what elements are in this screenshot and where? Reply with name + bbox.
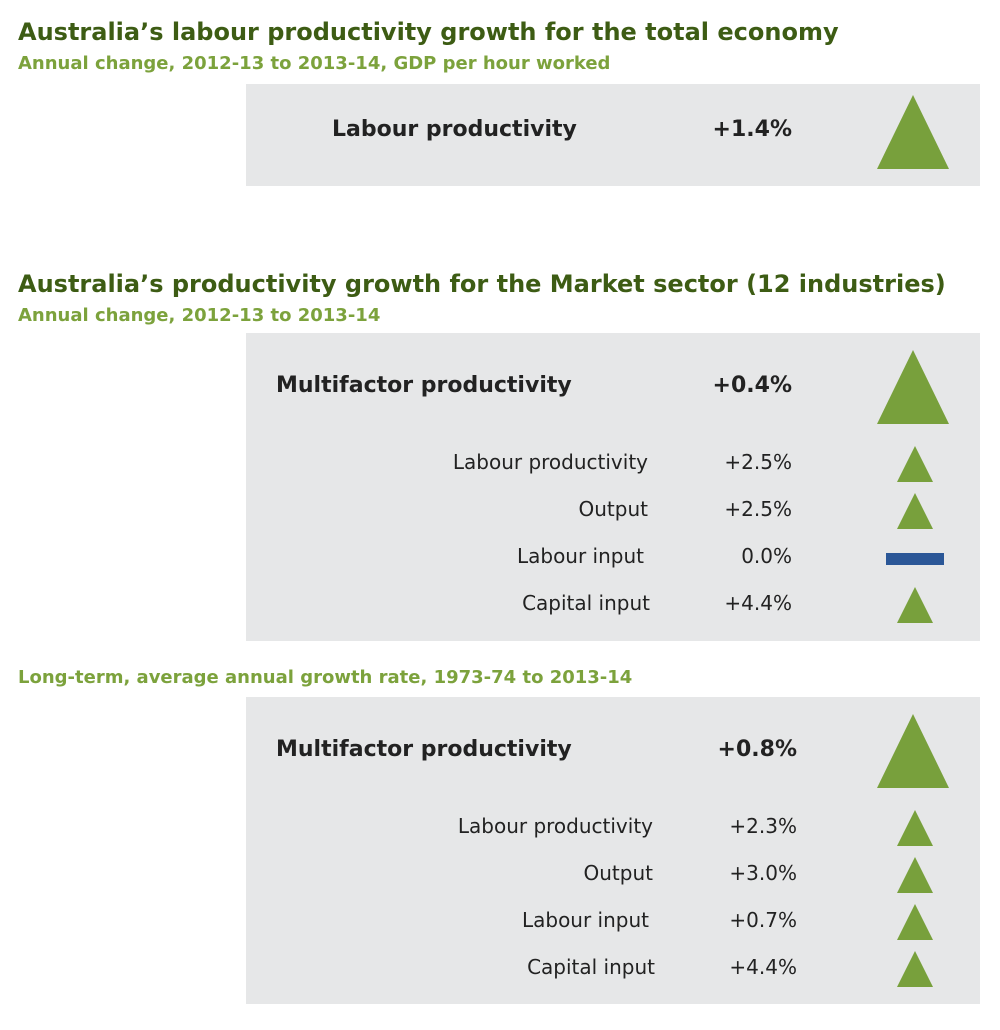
row-label: Labour productivity — [457, 814, 653, 838]
main-row: Multifactor productivity +0.8% — [246, 730, 980, 770]
list-item: Capital input +4.4% — [246, 583, 980, 623]
dash-icon — [886, 553, 944, 565]
row-label: Output — [578, 497, 648, 521]
list-item: Labour productivity +2.3% — [246, 806, 980, 846]
row-label: Labour productivity — [452, 450, 648, 474]
row-label: Labour input — [521, 908, 649, 932]
list-item: Labour input +0.7% — [246, 900, 980, 940]
row-value: +4.4% — [729, 955, 797, 979]
total-economy-panel: Labour productivity +1.4% — [246, 84, 980, 186]
row-value: +2.5% — [724, 450, 792, 474]
row-value: +0.7% — [729, 908, 797, 932]
row-value: 0.0% — [741, 544, 792, 568]
triangle-up-icon — [877, 350, 949, 424]
row-label: Capital input — [527, 955, 655, 979]
list-item: Labour productivity +2.5% — [246, 442, 980, 482]
row-value: +2.3% — [729, 814, 797, 838]
row-label: Capital input — [522, 591, 650, 615]
triangle-up-icon — [897, 951, 933, 987]
row-value: +4.4% — [724, 591, 792, 615]
row-label: Multifactor productivity — [276, 737, 572, 762]
triangle-up-icon — [897, 904, 933, 940]
row-label: Labour productivity — [332, 117, 577, 142]
triangle-up-icon — [897, 446, 933, 482]
market-sector-subheading: Annual change, 2012-13 to 2013-14 — [18, 305, 381, 326]
row-value: +0.8% — [717, 737, 797, 762]
long-term-subheading: Long-term, average annual growth rate, 1… — [18, 667, 633, 688]
main-row: Multifactor productivity +0.4% — [246, 366, 980, 406]
row-label: Multifactor productivity — [276, 373, 572, 398]
list-item: Capital input +4.4% — [246, 947, 980, 987]
row-label: Labour input — [516, 544, 644, 568]
triangle-up-icon — [897, 857, 933, 893]
list-item: Output +2.5% — [246, 489, 980, 529]
row-label: Output — [583, 861, 653, 885]
triangle-up-icon — [877, 714, 949, 788]
list-item: Output +3.0% — [246, 853, 980, 893]
triangle-up-icon — [897, 587, 933, 623]
long-term-panel: Multifactor productivity +0.8% Labour pr… — [246, 697, 980, 1004]
triangle-up-icon — [897, 810, 933, 846]
total-economy-heading: Australia’s labour productivity growth f… — [18, 18, 839, 46]
triangle-up-icon — [877, 95, 949, 169]
market-sector-heading: Australia’s productivity growth for the … — [18, 270, 946, 298]
row-value: +2.5% — [724, 497, 792, 521]
market-sector-panel: Multifactor productivity +0.4% Labour pr… — [246, 333, 980, 641]
row-value: +0.4% — [712, 373, 792, 398]
row-value: +1.4% — [712, 117, 792, 142]
row-value: +3.0% — [729, 861, 797, 885]
list-item: Labour input 0.0% — [246, 536, 980, 576]
total-economy-subheading: Annual change, 2012-13 to 2013-14, GDP p… — [18, 53, 611, 74]
triangle-up-icon — [897, 493, 933, 529]
main-row: Labour productivity +1.4% — [246, 110, 980, 150]
